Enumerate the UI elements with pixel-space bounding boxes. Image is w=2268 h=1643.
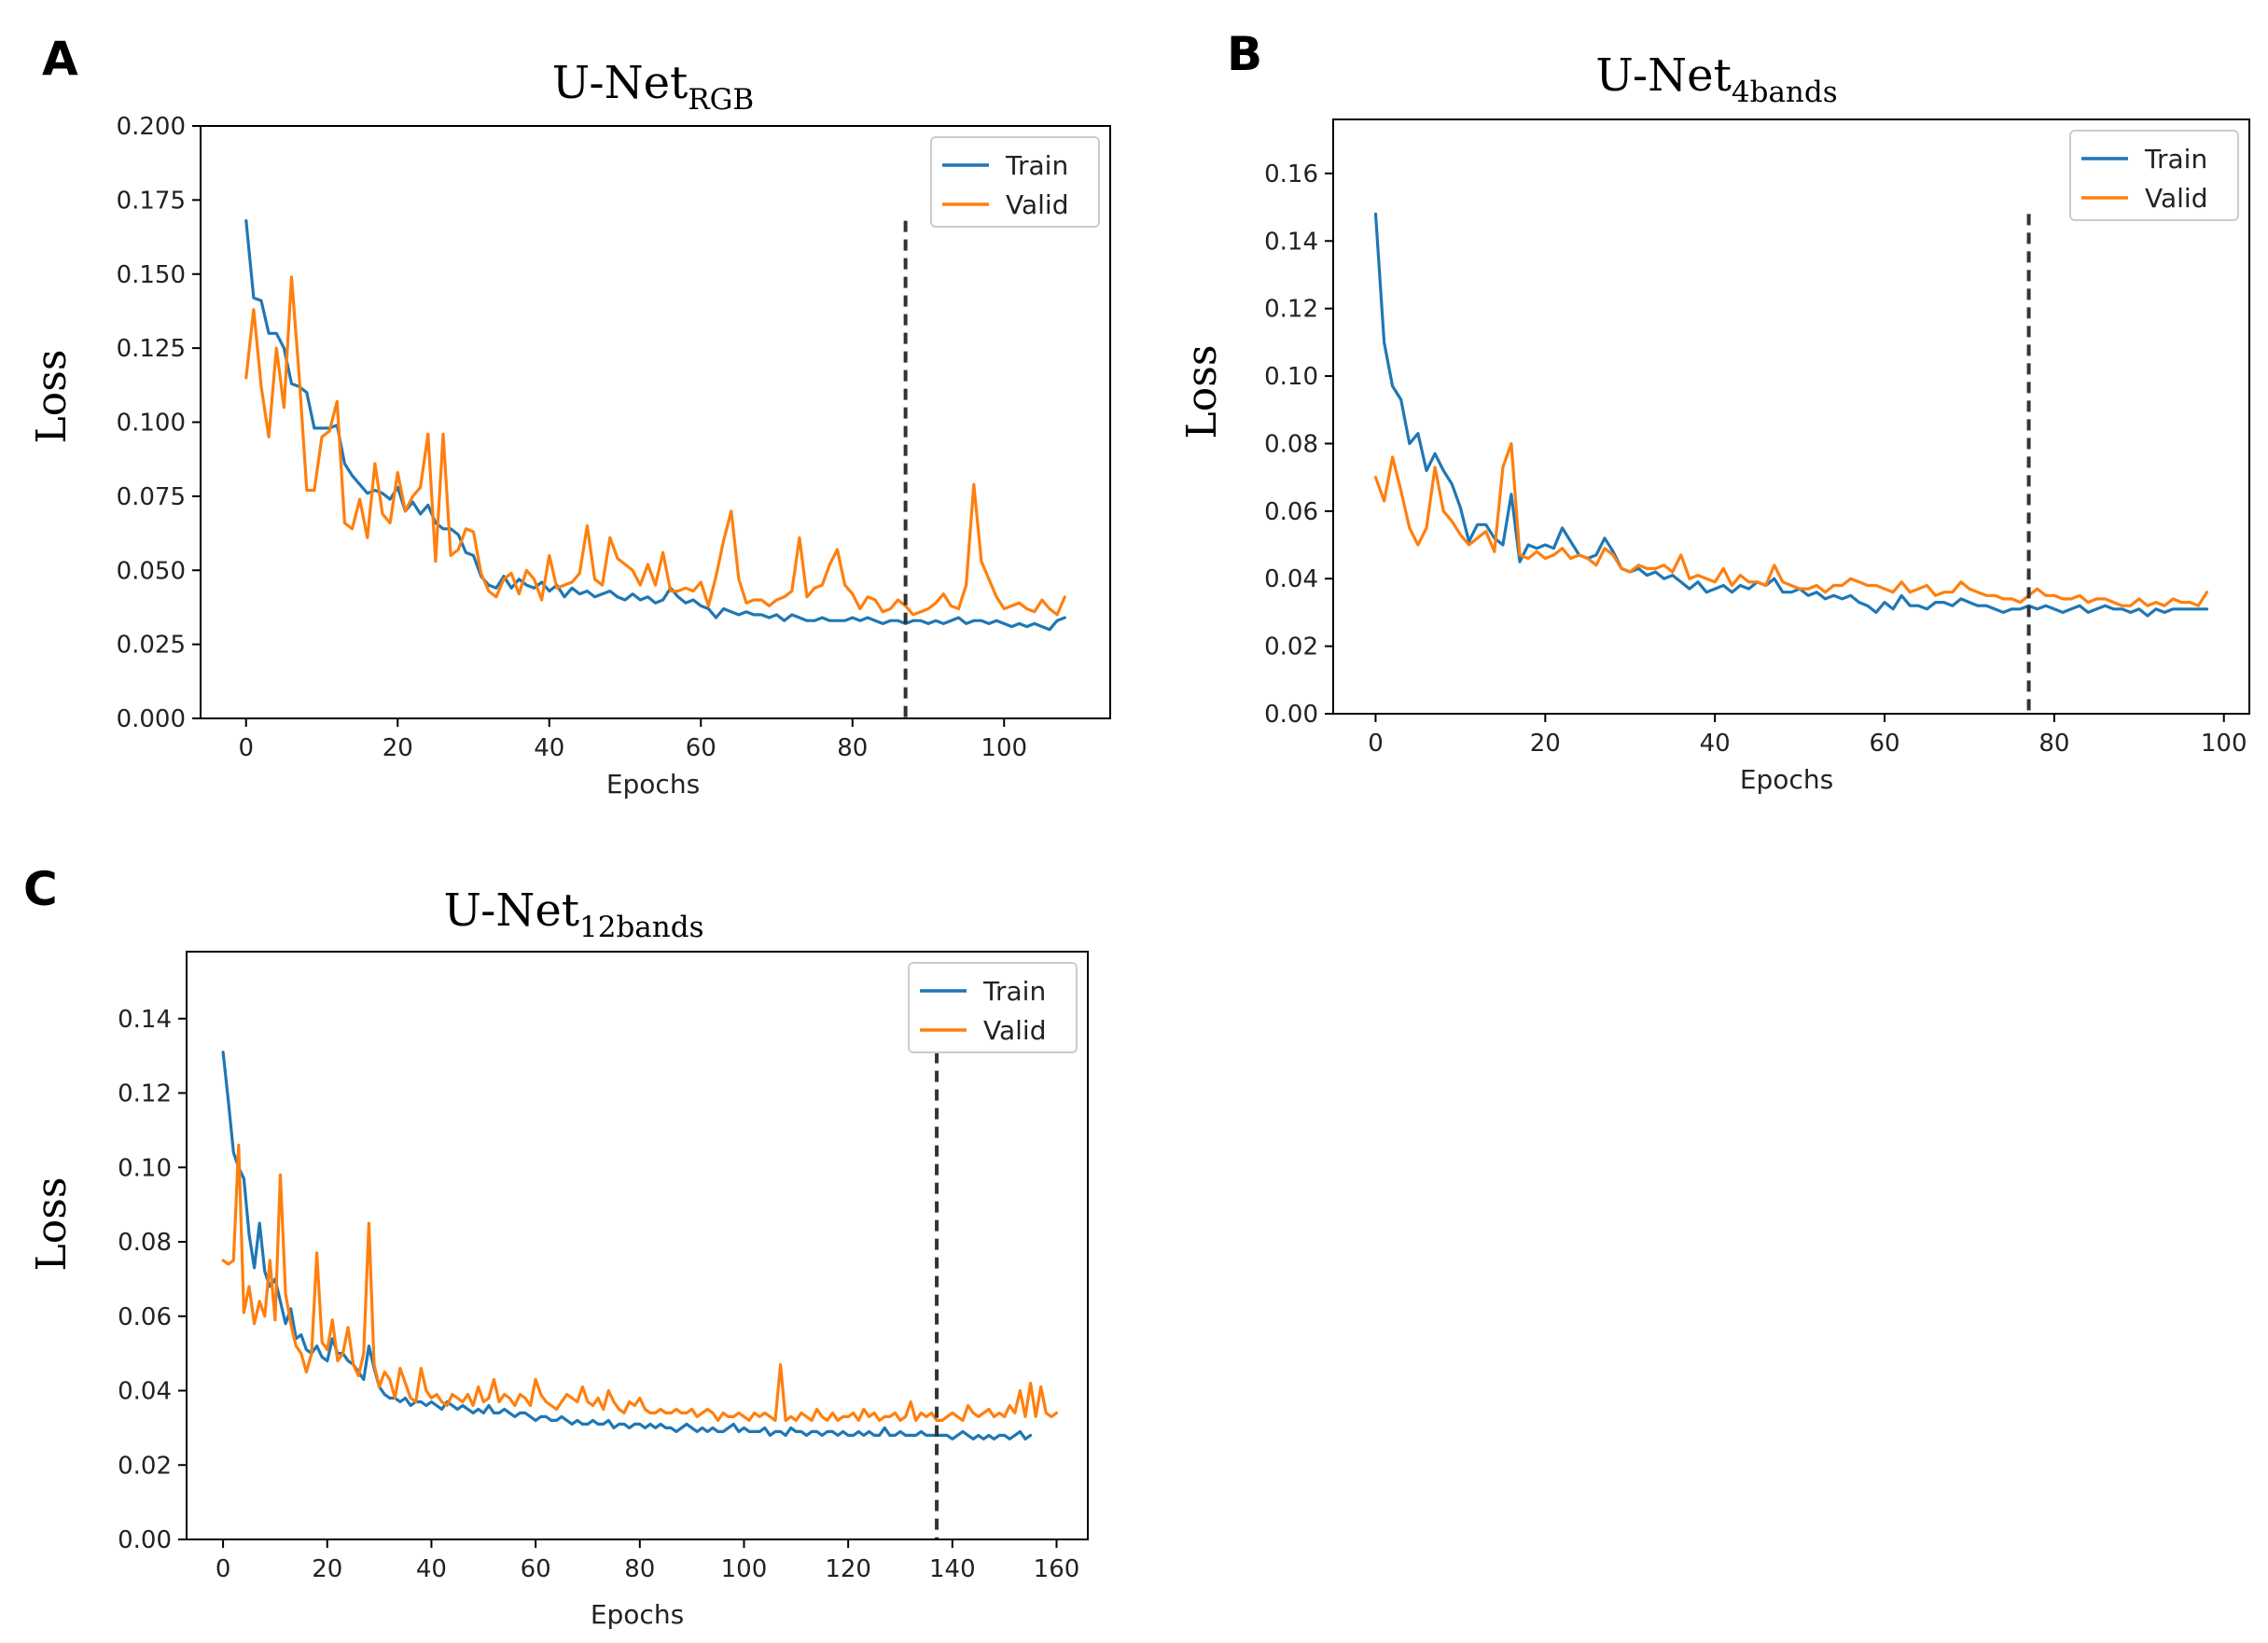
panel-b-ytick-label: 0.10 [1264,363,1318,391]
panel-b-ytick-label: 0.02 [1264,634,1318,661]
panel-a-ytick-label: 0.175 [117,187,186,215]
panel-a-ytick-label: 0.100 [117,410,186,438]
panel-c-xtick-label: 100 [721,1555,768,1583]
panel-a-series-train [244,219,1066,632]
panel-c-xtick-label: 160 [1034,1555,1080,1583]
panel-c-xtick-label: 0 [216,1555,231,1583]
panel-b-letter: B [1227,27,1262,81]
panel-a-legend-label-valid: Valid [1006,189,1068,220]
panel-a-ylabel: Loss [28,350,76,444]
panel-a-xtick-label: 80 [837,734,868,762]
panel-b-series-valid [1373,441,2209,607]
panel-b-legend-label-train: Train [2144,144,2207,174]
panel-b-axes-frame [1332,118,2250,715]
panel-b-plot: 0 20 40 60 80 100 0.00 0.02 0.04 0.06 0.08 0.10 0.12… [1264,118,2250,758]
panel-b-ytick-label: 0.08 [1264,430,1318,458]
panel-c-letter: C [23,862,58,916]
panel-c-xtick-label: 20 [312,1555,342,1583]
panel-b-ylabel: Loss [1178,345,1226,439]
panel-c-xtick-label: 80 [624,1555,655,1583]
panel-b-xtick-label: 60 [1869,730,1899,758]
panel-b-xtick-label: 20 [1530,730,1561,758]
panel-c-ytick-label: 0.10 [118,1154,172,1182]
panel-a-title: U-NetRGB [552,57,754,117]
panel-b-xtick-label: 40 [1700,730,1731,758]
panel-a-ytick-label: 0.125 [117,335,186,363]
panel-a-ytick-label: 0.000 [117,705,186,733]
panel-b-xtick-label: 80 [2038,730,2069,758]
panel-c: C U-Net12bands Loss Epochs 0 20 40 60 80 100 1… [23,862,1089,1630]
panel-a-ytick-label: 0.075 [117,483,186,511]
panel-a-xtick-label: 100 [981,734,1027,762]
panel-c-series-valid [221,1143,1059,1423]
panel-b-ytick-label: 0.12 [1264,296,1318,324]
panel-a-ytick-label: 0.200 [117,113,186,141]
panel-b-xlabel: Epochs [1740,764,1833,795]
panel-a-xtick-label: 40 [534,734,564,762]
panel-b-ytick-label: 0.04 [1264,565,1318,593]
panel-c-axes-frame [186,951,1089,1540]
panel-b-ytick-label: 0.16 [1264,160,1318,188]
panel-c-xtick-label: 140 [929,1555,976,1583]
panel-c-ytick-label: 0.06 [118,1303,172,1331]
panel-c-plot: 0 20 40 60 80 100 120 140 160 0.00 0.02 0.04 0.06 0.0… [118,951,1089,1583]
panel-b-legend-label-valid: Valid [2145,183,2207,214]
panel-a-ytick-label: 0.150 [117,261,186,289]
panel-c-series-train [221,1051,1033,1441]
panel-c-ytick-label: 0.14 [118,1006,172,1034]
panel-b-series-train [1373,212,2209,618]
panel-a-xlabel: Epochs [606,769,700,800]
panel-a-series-valid [244,275,1066,617]
panel-c-legend-label-valid: Valid [983,1015,1046,1046]
panel-a-ytick-label: 0.025 [117,632,186,660]
panel-c-ytick-label: 0.04 [118,1378,172,1406]
panel-a: A U-NetRGB Loss Epochs 0 20 40 60 80 100 0.000… [28,32,1111,800]
panel-b: B U-Net4bands Loss Epochs 0 20 40 60 80 100 0.… [1178,27,2250,795]
panel-b-xtick-label: 0 [1368,730,1384,758]
panel-b-title: U-Net4bands [1595,49,1837,109]
panel-b-ytick-label: 0.06 [1264,498,1318,526]
panel-a-legend-label-train: Train [1005,150,1068,181]
panel-c-title: U-Net12bands [443,884,703,944]
panel-b-xtick-label: 100 [2201,730,2247,758]
panel-c-xlabel: Epochs [591,1599,684,1630]
panel-c-xtick-label: 60 [521,1555,551,1583]
panel-c-xtick-label: 120 [825,1555,871,1583]
panel-a-xtick-label: 0 [238,734,254,762]
panel-c-xtick-label: 40 [416,1555,447,1583]
panel-a-xtick-label: 20 [383,734,413,762]
panel-c-ytick-label: 0.08 [118,1229,172,1257]
panel-c-ytick-label: 0.00 [118,1526,172,1554]
panel-a-ytick-label: 0.050 [117,557,186,585]
panel-b-ytick-label: 0.00 [1264,701,1318,729]
panel-a-plot: 0 20 40 60 80 100 0.000 0.025 0.050 0.075 0.100 0.1… [117,113,1111,762]
panel-c-legend-label-train: Train [982,976,1046,1007]
panel-a-letter: A [42,32,78,86]
panel-c-ylabel: Loss [28,1177,76,1272]
panel-b-ytick-label: 0.14 [1264,228,1318,256]
panel-a-xtick-label: 60 [686,734,717,762]
panel-c-ytick-label: 0.12 [118,1080,172,1108]
panel-c-ytick-label: 0.02 [118,1452,172,1480]
